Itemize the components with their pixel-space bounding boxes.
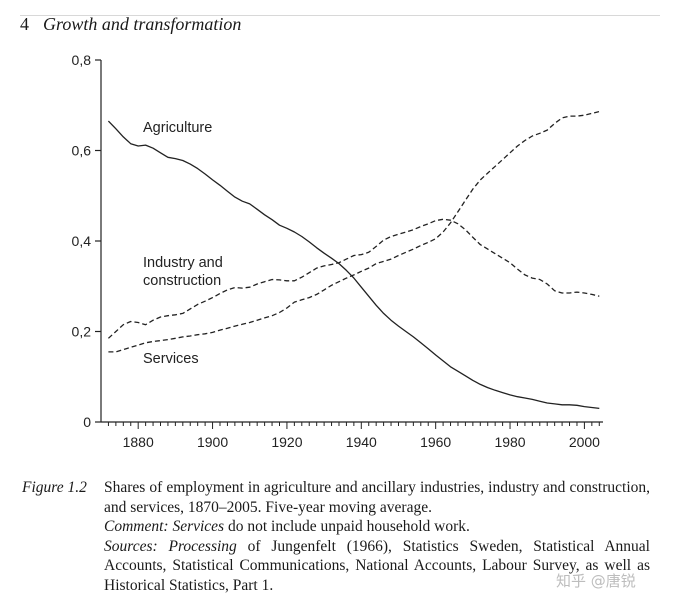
agriculture-line	[107, 120, 600, 410]
annotation-line: Services	[143, 351, 199, 367]
watermark: 知乎 @唐锐	[556, 572, 636, 590]
x-tick-label: 1980	[494, 434, 525, 450]
x-tick-label: 1880	[123, 434, 154, 450]
industry-annotation: Industry and construction	[143, 255, 223, 289]
services-annotation: Services	[143, 351, 199, 367]
y-tick-label: 0,2	[72, 324, 92, 340]
services-line	[108, 110, 600, 353]
sources-label: Sources:	[104, 537, 158, 555]
caption-comment: Comment: Services do not include unpaid …	[22, 517, 650, 537]
annotation-line: Industry and	[143, 255, 223, 271]
y-tick-label: 0	[83, 414, 91, 430]
comment-text: do not include unpaid household work.	[224, 518, 470, 535]
figure-caption: Figure 1.2 Shares of employment in agric…	[22, 478, 650, 595]
y-tick-label: 0,4	[72, 233, 92, 249]
header-rule	[20, 15, 660, 16]
y-tick-label: 0,8	[72, 52, 92, 68]
x-tick-label: 1920	[271, 434, 302, 450]
industry-line	[107, 218, 600, 339]
employment-share-chart: 0 0,2 0,4 0,6 0,8 1880 1900 1920 1940 1960 1980 200…	[72, 52, 603, 450]
y-tick-label: 0,6	[72, 143, 92, 159]
caption-text: Shares of employment in agriculture and …	[104, 479, 650, 516]
figure-label: Figure 1.2	[22, 479, 87, 496]
page-header: 4 Growth and transformation	[20, 14, 241, 35]
annotation-line: Agriculture	[143, 120, 212, 136]
x-tick-label: 1940	[346, 434, 377, 450]
sources-text: of Jungenfelt (1966), Statistics Sweden,…	[104, 537, 650, 594]
comment-term: Services	[172, 518, 225, 535]
annotation-line: construction	[143, 273, 221, 289]
x-tick-label: 2000	[569, 434, 600, 450]
x-tick-label: 1960	[420, 434, 451, 450]
chapter-title: Growth and transformation	[43, 14, 242, 34]
caption-sources: Sources: Processing of Jungenfelt (1966)…	[22, 537, 650, 596]
sources-term: Processing	[168, 537, 237, 555]
x-tick-label: 1900	[197, 434, 228, 450]
agriculture-annotation: Agriculture	[143, 120, 212, 136]
comment-label: Comment:	[104, 518, 169, 535]
page-number: 4	[20, 14, 29, 34]
